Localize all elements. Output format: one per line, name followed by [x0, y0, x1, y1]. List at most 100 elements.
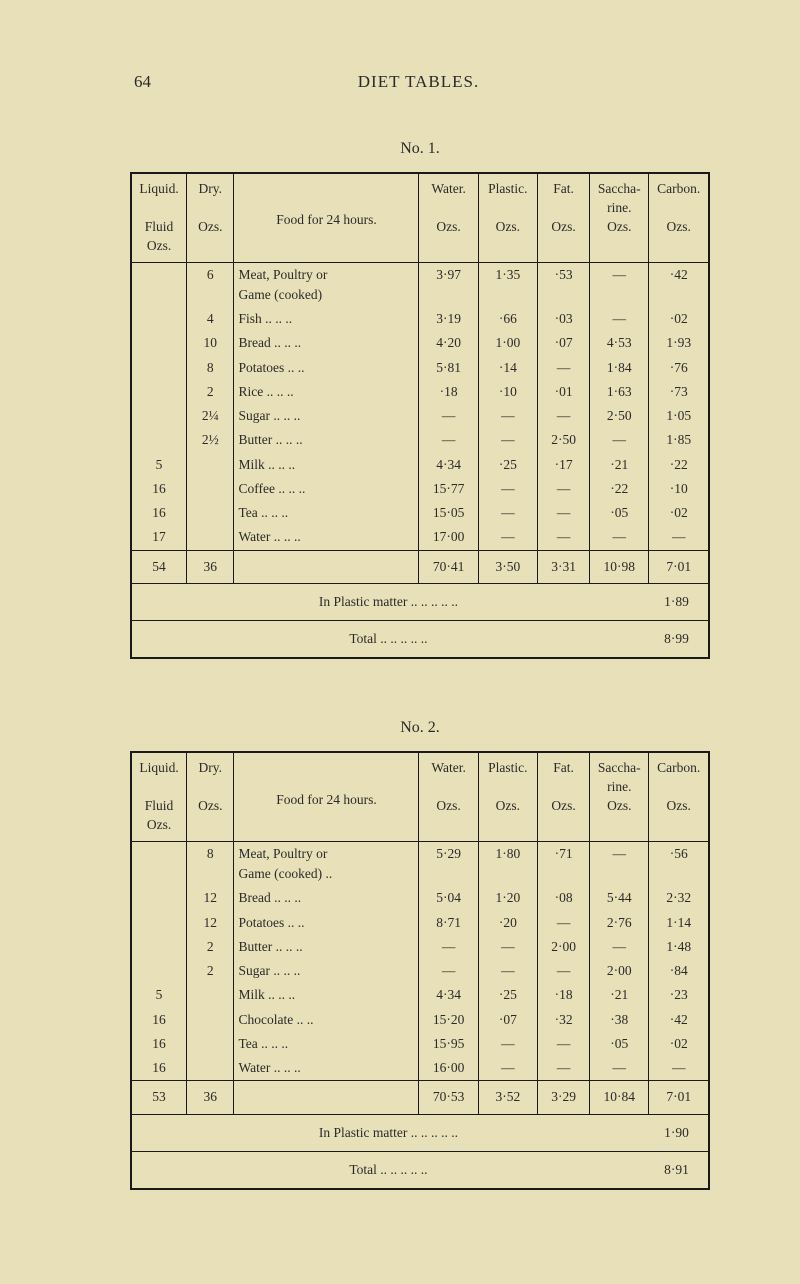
sum-liquid: 53 [131, 1081, 187, 1114]
cell-carbon: 1·93 [649, 331, 709, 355]
cell-fat: 2·50 [538, 428, 590, 452]
cell-food: Tea .. .. .. [234, 501, 419, 525]
cell-food: Butter .. .. .. [234, 428, 419, 452]
cell-liquid: 16 [131, 477, 187, 501]
table-1-head: Liquid. Dry. Food for 24 hours. Water. P… [131, 173, 709, 262]
sum-water: 70·41 [419, 550, 478, 583]
cell-food: Chocolate .. .. [234, 1008, 419, 1032]
cell-sacch: ·21 [590, 983, 649, 1007]
cell-liquid: 5 [131, 453, 187, 477]
cell-dry: 2½ [187, 428, 234, 452]
footer-row: Total .. .. .. .. ..8·99 [131, 621, 709, 659]
cell-dry [187, 1056, 234, 1081]
cell-dry: 12 [187, 911, 234, 935]
cell-water: 5·29 [419, 841, 478, 886]
col-food-head: Food for 24 hours. [234, 173, 419, 262]
cell-water: 15·77 [419, 477, 478, 501]
cell-plastic: — [478, 501, 537, 525]
cell-fat: — [538, 959, 590, 983]
cell-food: Fish .. .. .. [234, 307, 419, 331]
cell-plastic: 1·20 [478, 886, 537, 910]
table-row: 5Milk .. .. ..4·34·25·17·21·22 [131, 453, 709, 477]
table-2-head: Liquid. Dry. Food for 24 hours. Water. P… [131, 752, 709, 841]
page-title: DIET TABLES. [358, 72, 479, 92]
cell-fat: ·18 [538, 983, 590, 1007]
col-carbon-head1: Carbon. [649, 752, 709, 797]
page-header: 64 DIET TABLES. [130, 72, 710, 92]
col-water-head1: Water. [419, 173, 478, 218]
cell-dry [187, 477, 234, 501]
col-liquid-head2: Fluid Ozs. [131, 797, 187, 841]
cell-food: Potatoes .. .. [234, 911, 419, 935]
sum-plastic: 3·50 [478, 550, 537, 583]
cell-food: Bread .. .. .. [234, 331, 419, 355]
cell-food: Water .. .. .. [234, 525, 419, 550]
cell-plastic: — [478, 525, 537, 550]
cell-fat: — [538, 404, 590, 428]
cell-sacch: — [590, 428, 649, 452]
col-dry-head2: Ozs. [187, 797, 234, 841]
cell-water: 16·00 [419, 1056, 478, 1081]
cell-food: Potatoes .. .. [234, 356, 419, 380]
cell-carbon: — [649, 525, 709, 550]
cell-liquid [131, 428, 187, 452]
col-liquid-head1: Liquid. [131, 173, 187, 218]
cell-dry [187, 1008, 234, 1032]
cell-water: ·18 [419, 380, 478, 404]
cell-dry: 8 [187, 841, 234, 886]
col-dry-head2: Ozs. [187, 218, 234, 262]
cell-water: — [419, 959, 478, 983]
col-sacch-head2: Ozs. [590, 218, 649, 262]
cell-plastic: ·20 [478, 911, 537, 935]
cell-sacch: ·05 [590, 501, 649, 525]
col-liquid-head1: Liquid. [131, 752, 187, 797]
cell-water: 8·71 [419, 911, 478, 935]
cell-fat: — [538, 911, 590, 935]
footer-value: 8·91 [649, 1151, 709, 1189]
cell-carbon: ·76 [649, 356, 709, 380]
cell-liquid: 16 [131, 501, 187, 525]
cell-fat: ·32 [538, 1008, 590, 1032]
table-row: 10Bread .. .. ..4·201·00·074·531·93 [131, 331, 709, 355]
col-carbon-head2: Ozs. [649, 797, 709, 841]
cell-sacch: ·21 [590, 453, 649, 477]
cell-liquid [131, 911, 187, 935]
cell-dry [187, 983, 234, 1007]
footer-row: In Plastic matter .. .. .. .. ..1·90 [131, 1114, 709, 1151]
cell-water: 5·04 [419, 886, 478, 910]
cell-food: Water .. .. .. [234, 1056, 419, 1081]
sum-food [234, 1081, 419, 1114]
cell-food: Coffee .. .. .. [234, 477, 419, 501]
cell-sacch: 2·00 [590, 959, 649, 983]
table-row: 2½Butter .. .. ..——2·50—1·85 [131, 428, 709, 452]
cell-carbon: 1·48 [649, 935, 709, 959]
cell-sacch: 5·44 [590, 886, 649, 910]
cell-liquid: 5 [131, 983, 187, 1007]
cell-fat: ·03 [538, 307, 590, 331]
cell-liquid [131, 841, 187, 886]
cell-sacch: 1·84 [590, 356, 649, 380]
cell-food: Meat, Poultry orGame (cooked) [234, 262, 419, 307]
cell-sacch: 2·50 [590, 404, 649, 428]
cell-sacch: ·05 [590, 1032, 649, 1056]
col-sacch-head1: Saccha- rine. [590, 752, 649, 797]
footer-row: In Plastic matter .. .. .. .. ..1·89 [131, 583, 709, 620]
cell-plastic: — [478, 1056, 537, 1081]
cell-sacch: ·22 [590, 477, 649, 501]
cell-plastic: — [478, 935, 537, 959]
cell-carbon: ·73 [649, 380, 709, 404]
col-dry-head1: Dry. [187, 173, 234, 218]
col-plastic-head2: Ozs. [478, 797, 537, 841]
table-row: Liquid. Dry. Food for 24 hours. Water. P… [131, 752, 709, 797]
cell-water: 15·05 [419, 501, 478, 525]
table-row: 17Water .. .. ..17·00———— [131, 525, 709, 550]
cell-carbon: ·10 [649, 477, 709, 501]
cell-carbon: 1·14 [649, 911, 709, 935]
cell-plastic: ·25 [478, 983, 537, 1007]
cell-water: 4·34 [419, 983, 478, 1007]
sum-sacch: 10·98 [590, 550, 649, 583]
cell-liquid [131, 307, 187, 331]
cell-liquid: 16 [131, 1008, 187, 1032]
cell-dry: 2 [187, 959, 234, 983]
cell-fat: — [538, 525, 590, 550]
